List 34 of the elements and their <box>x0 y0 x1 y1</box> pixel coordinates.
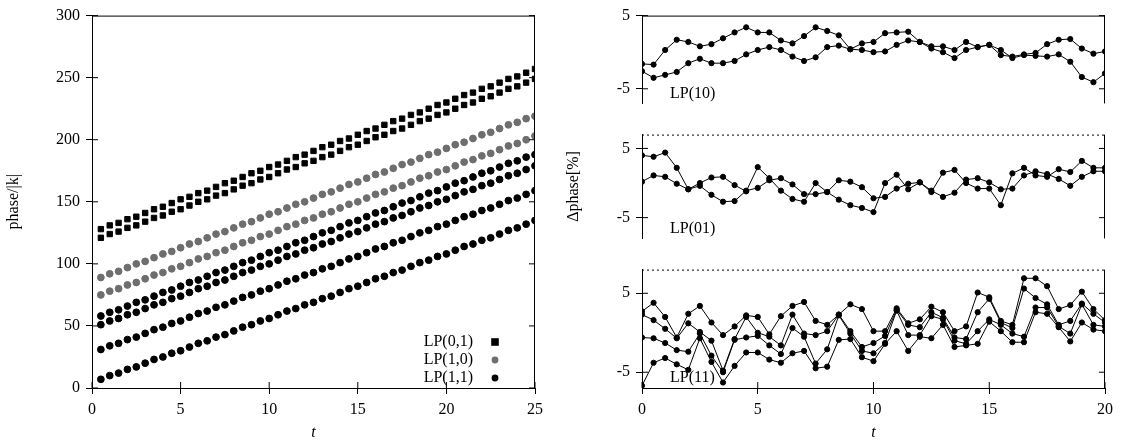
x-tick-label: 10 <box>865 399 882 417</box>
y-tick-label: -5 <box>616 78 630 96</box>
y-tick-label: 5 <box>622 5 630 23</box>
x-tick-label: 15 <box>981 399 998 417</box>
x-tick-label: 20 <box>438 399 455 417</box>
legend-label: LP(1,1) <box>423 368 473 387</box>
y-tick-label: 250 <box>56 67 80 85</box>
y-tick-label: 150 <box>56 192 80 209</box>
annotation: LP(11) <box>670 368 715 387</box>
y-axis-title: Δphase[%] <box>563 151 582 222</box>
y-tick-label: 300 <box>56 5 80 23</box>
x-tick-label: 5 <box>753 399 762 417</box>
x-tick-label: 20 <box>1097 399 1113 417</box>
y-tick-label: -5 <box>616 207 630 225</box>
x-axis-title: t <box>871 422 877 440</box>
x-tick-label: 10 <box>261 399 278 417</box>
y-axis-title: phase/|k| <box>3 174 22 230</box>
x-tick-label: 0 <box>638 399 646 417</box>
y-tick-label: 50 <box>64 316 80 334</box>
legend-label: LP(1,0) <box>423 350 473 369</box>
x-tick-label: 15 <box>349 399 366 417</box>
y-tick-label: 200 <box>56 129 80 147</box>
y-tick-label: 0 <box>72 378 80 396</box>
x-axis-title: t <box>311 422 317 440</box>
annotation: LP(01) <box>670 218 716 237</box>
x-tick-label: 0 <box>88 399 96 417</box>
x-tick-label: 25 <box>527 399 543 417</box>
x-tick-label: 5 <box>176 399 185 417</box>
legend-label: LP(0,1) <box>423 332 473 351</box>
y-tick-label: 5 <box>622 138 630 156</box>
y-tick-label: -5 <box>616 362 630 380</box>
y-tick-label: 100 <box>56 254 80 272</box>
annotation: LP(10) <box>670 83 716 102</box>
y-tick-label: 5 <box>622 283 630 301</box>
